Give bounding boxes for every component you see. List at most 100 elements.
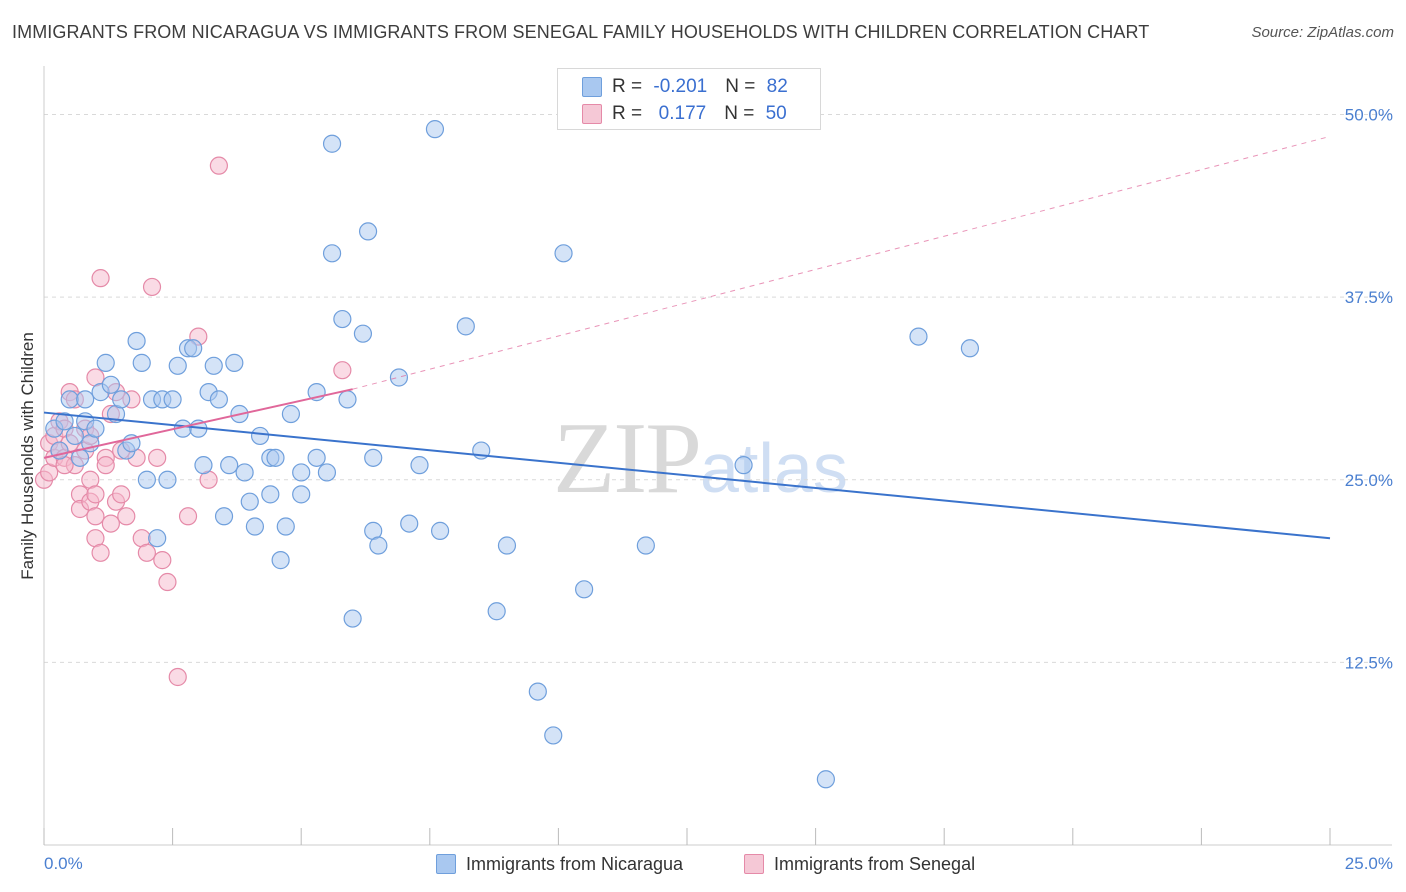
nicaragua-point: [358, 222, 378, 241]
nicaragua-point: [250, 426, 270, 446]
nicaragua-point: [343, 609, 362, 628]
legend-swatch-nicaragua: [582, 77, 602, 97]
nicaragua-point: [220, 456, 239, 475]
senegal-point: [91, 543, 110, 562]
nicaragua-point: [204, 356, 223, 375]
nicaragua-point: [194, 456, 213, 475]
legend-r-value: -0.201: [653, 76, 708, 97]
nicaragua-point: [322, 244, 342, 263]
y-tick-label: 37.5%: [1345, 288, 1393, 307]
senegal-point: [142, 277, 162, 297]
nicaragua-point: [575, 580, 594, 599]
trend-layer: [43, 135, 1331, 540]
senegal-trend-extension: [352, 135, 1331, 390]
tick-label-layer: 12.5% 25.0% 37.5% 50.0% 0.0% 25.0%: [44, 106, 1393, 873]
nicaragua-point: [960, 339, 980, 358]
nicaragua-point: [60, 390, 79, 409]
nicaragua-point: [148, 529, 167, 548]
watermark: ZIPatlas: [553, 400, 848, 517]
senegal-point: [86, 485, 105, 504]
series-name-nicaragua: Immigrants from Nicaragua: [466, 853, 684, 874]
nicaragua-point: [168, 356, 187, 375]
senegal-point: [333, 361, 352, 380]
nicaragua-point: [245, 517, 265, 536]
nicaragua-trend-line: [43, 411, 1331, 540]
nicaragua-point: [816, 770, 835, 789]
senegal-point: [101, 514, 120, 533]
nicaragua-point: [528, 682, 547, 701]
nicaragua-point: [636, 536, 655, 555]
nicaragua-point: [307, 448, 326, 467]
nicaragua-point: [734, 456, 753, 475]
nicaragua-point: [400, 514, 419, 533]
senegal-point: [209, 156, 228, 175]
nicaragua-point: [338, 390, 357, 409]
legend-row-nicaragua: R = -0.201 N = 82: [582, 74, 788, 100]
nicaragua-point: [364, 448, 383, 467]
nicaragua-point: [266, 448, 285, 467]
nicaragua-point: [209, 390, 228, 409]
nicaragua-point: [132, 353, 151, 372]
senegal-point: [153, 551, 172, 570]
nicaragua-point: [235, 463, 254, 482]
nicaragua-point: [127, 331, 146, 351]
watermark-atlas: atlas: [700, 429, 848, 507]
nicaragua-point: [389, 368, 409, 387]
series-legend-senegal: Immigrants from Senegal: [744, 851, 975, 877]
nicaragua-point: [281, 404, 301, 424]
legend-r-label: R =: [612, 76, 648, 97]
watermark-zip: ZIP: [553, 402, 702, 515]
nicaragua-point: [430, 521, 450, 540]
nicaragua-point: [276, 517, 295, 536]
nicaragua-point: [271, 551, 290, 570]
legend-n-label: N =: [725, 76, 761, 97]
nicaragua-point: [163, 390, 182, 409]
nicaragua-point: [292, 463, 311, 482]
legend-r-label: R =: [612, 103, 648, 124]
legend-row-senegal: R = 0.177 N = 50: [582, 101, 787, 127]
grid-layer: [44, 114, 1392, 663]
senegal-point: [137, 543, 156, 562]
nicaragua-point: [353, 324, 373, 343]
nicaragua-point: [240, 492, 259, 511]
nicaragua-point: [112, 390, 131, 409]
nicaragua-point: [456, 317, 475, 336]
senegal-point: [86, 507, 105, 526]
x-tick-label: 25.0%: [1345, 854, 1393, 873]
nicaragua-point: [158, 470, 177, 489]
nicaragua-point: [554, 244, 573, 263]
nicaragua-point: [487, 602, 506, 621]
y-tick-label: 12.5%: [1345, 653, 1393, 672]
nicaragua-point: [292, 485, 311, 504]
nicaragua-point: [333, 309, 352, 329]
x-tick-label: 0.0%: [44, 854, 83, 873]
nicaragua-point: [369, 536, 388, 555]
senegal-point: [117, 507, 136, 526]
legend-r-value: 0.177: [653, 103, 707, 124]
legend-n-value: 50: [765, 103, 787, 124]
series-legend-nicaragua: Immigrants from Nicaragua: [436, 851, 683, 877]
nicaragua-point: [544, 726, 563, 745]
y-tick-label: 25.0%: [1345, 471, 1393, 490]
series-swatch-senegal: [744, 854, 764, 874]
nicaragua-point: [86, 419, 105, 438]
nicaragua-point: [137, 470, 156, 489]
senegal-trend-line: [43, 388, 353, 459]
senegal-point: [178, 507, 198, 526]
nicaragua-point: [96, 353, 115, 372]
nicaragua-point: [497, 536, 517, 555]
senegal-point: [91, 269, 110, 288]
nicaragua-points: [45, 120, 980, 789]
nicaragua-point: [317, 463, 337, 482]
nicaragua-point: [261, 485, 280, 504]
senegal-point: [168, 667, 187, 687]
nicaragua-point: [55, 412, 74, 431]
senegal-point: [148, 448, 167, 467]
nicaragua-point: [76, 390, 95, 409]
legend-n-label: N =: [724, 103, 760, 124]
nicaragua-point: [214, 507, 234, 526]
legend-n-value: 82: [766, 76, 788, 97]
y-tick-label: 50.0%: [1345, 106, 1393, 125]
senegal-point: [112, 485, 131, 504]
